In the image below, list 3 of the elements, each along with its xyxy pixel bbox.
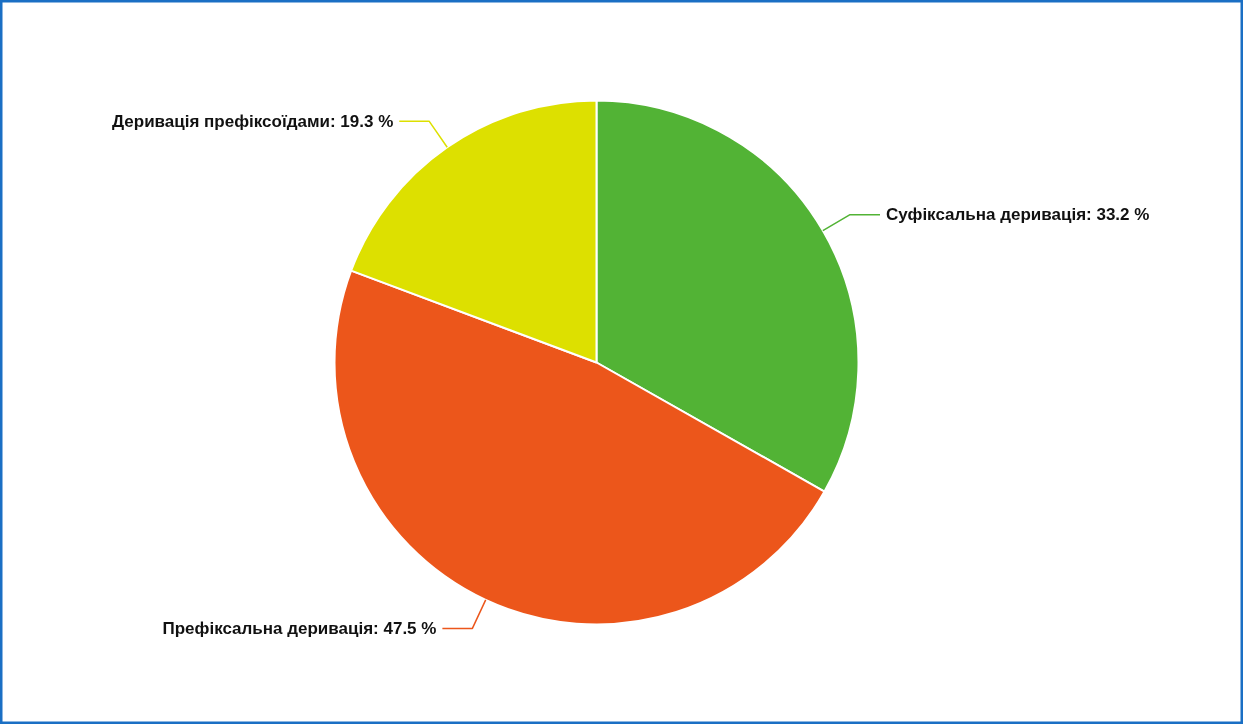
slice-label: Префіксальна деривація: 47.5 % [162, 618, 437, 638]
slice-label: Деривація префіксоїдами: 19.3 % [111, 111, 394, 131]
slice-label: Суфіксальна деривація: 33.2 % [886, 205, 1150, 225]
